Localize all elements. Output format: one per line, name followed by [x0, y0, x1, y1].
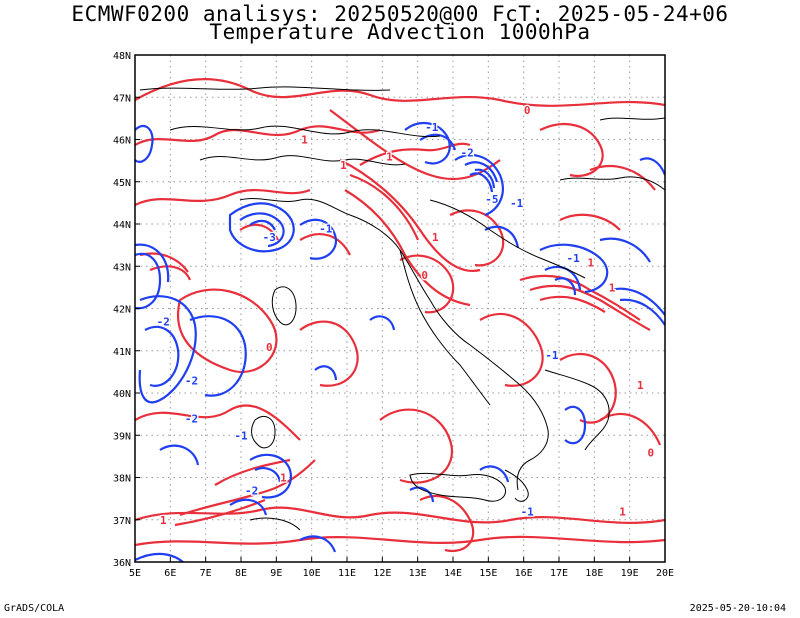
- contour-value-label: -3: [263, 231, 276, 244]
- contour-value-label: -1: [545, 349, 559, 362]
- lat-tick-label: 38N: [113, 474, 131, 485]
- contour-value-label: 1: [587, 256, 594, 269]
- lat-tick-label: 43N: [113, 262, 131, 273]
- contour-value-label: 1: [432, 231, 439, 244]
- contour-value-label: 1: [301, 134, 308, 147]
- contour-value-label: -2: [157, 315, 170, 328]
- lon-tick-label: 6E: [164, 568, 176, 579]
- contour-value-label: 1: [386, 151, 393, 164]
- lon-tick-label: 19E: [621, 568, 639, 579]
- contour-value-label: -1: [510, 197, 524, 210]
- lat-tick-label: 48N: [113, 51, 131, 62]
- contour-label-layer: -2 -2 -2 -1 -3 -1 -1 -2 -5 -1 -1 -1 -2 1 1 1 1 1 1 1 1 1 0 0 0 0 -…: [155, 103, 655, 528]
- contour-value-label: 1: [637, 379, 644, 392]
- lat-tick-label: 41N: [113, 347, 131, 358]
- lon-tick-label: 11E: [338, 568, 356, 579]
- lat-tick-label: 46N: [113, 136, 131, 147]
- contour-value-label: 0: [266, 341, 273, 354]
- lon-tick-label: 18E: [585, 568, 603, 579]
- contour-value-label: -1: [521, 506, 535, 519]
- lon-tick-label: 5E: [129, 568, 141, 579]
- lat-tick-label: 40N: [113, 389, 131, 400]
- lat-tick-label: 36N: [113, 558, 131, 569]
- lat-tick-label: 37N: [113, 516, 131, 527]
- lon-tick-label: 16E: [515, 568, 533, 579]
- lon-tick-label: 17E: [550, 568, 568, 579]
- lon-tick-label: 12E: [373, 568, 391, 579]
- contour-value-label: -1: [425, 121, 439, 134]
- lon-tick-label: 13E: [409, 568, 427, 579]
- footer-credit: GrADS/COLA: [4, 603, 65, 614]
- contour-layer: [135, 78, 665, 562]
- contour-value-label: 1: [160, 514, 167, 527]
- contour-value-label: -1: [319, 222, 333, 235]
- positive-contours: [135, 78, 665, 553]
- contour-value-label: 1: [609, 282, 616, 295]
- lon-tick-label: 7E: [200, 568, 212, 579]
- contour-value-label: -2: [245, 484, 258, 497]
- coastlines-and-borders: [139, 86, 665, 531]
- graticule: [135, 55, 665, 562]
- contour-value-label: -1: [234, 429, 248, 442]
- contour-value-label: -2: [185, 413, 198, 426]
- lon-tick-label: 8E: [235, 568, 247, 579]
- lat-tick-label: 44N: [113, 220, 131, 231]
- footer-timestamp: 2025-05-20-10:04: [689, 603, 786, 614]
- lon-tick-label: 10E: [303, 568, 321, 579]
- lon-tick-label: 14E: [444, 568, 462, 579]
- lat-tick-label: 39N: [113, 431, 131, 442]
- contour-value-label: 1: [619, 506, 626, 519]
- axes: 5E 6E 7E 8E 9E 10E 11E 12E 13E 14E 15E 16E 17E 18E 19E…: [113, 51, 674, 579]
- lat-tick-label: 47N: [113, 93, 131, 104]
- contour-value-label: -2: [461, 146, 474, 159]
- title-line-1: ECMWF0200 analisys: 20250520@00 FcT: 202…: [71, 2, 729, 26]
- contour-value-label: 0: [648, 446, 655, 459]
- contour-value-label: 1: [280, 472, 287, 485]
- contour-value-label: 0: [524, 104, 531, 117]
- contour-value-label: -5: [485, 193, 498, 206]
- contour-value-label: -2: [185, 375, 198, 388]
- lon-tick-label: 15E: [479, 568, 497, 579]
- contour-value-label: 1: [340, 159, 347, 172]
- lon-tick-label: 9E: [270, 568, 282, 579]
- contour-value-label: 0: [421, 269, 428, 282]
- lon-tick-label: 20E: [656, 568, 674, 579]
- lat-tick-label: 42N: [113, 305, 131, 316]
- lat-tick-label: 45N: [113, 178, 131, 189]
- contour-value-label: -1: [567, 252, 581, 265]
- title-line-2: Temperature Advection 1000hPa: [209, 20, 591, 44]
